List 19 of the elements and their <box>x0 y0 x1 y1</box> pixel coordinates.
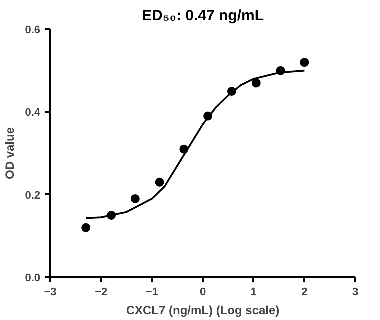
x-tick-label: 1 <box>250 286 257 298</box>
x-tick-label: −3 <box>44 286 57 298</box>
point <box>155 178 164 187</box>
chart-title: ED₅₀: 0.47 ng/mL <box>142 8 264 24</box>
x-tick-label: −2 <box>95 286 108 298</box>
point <box>252 78 261 88</box>
x-tick-label: 3 <box>352 286 359 298</box>
point <box>300 58 310 68</box>
x-tick-label: −1 <box>146 286 158 298</box>
y-tick-label: 0.2 <box>25 190 41 202</box>
y-tick-label: 0.4 <box>25 107 42 120</box>
point <box>82 223 91 232</box>
point <box>130 194 140 204</box>
x-tick-label: 2 <box>302 286 308 298</box>
x-tick-label: 0 <box>200 286 206 298</box>
y-tick-label: 0.6 <box>25 24 41 36</box>
x-axis-title: CXCL7 (ng/mL) (Log scale) <box>126 304 280 318</box>
y-tick-label: 0.0 <box>25 272 41 284</box>
y-axis-title: OD value <box>3 127 18 180</box>
